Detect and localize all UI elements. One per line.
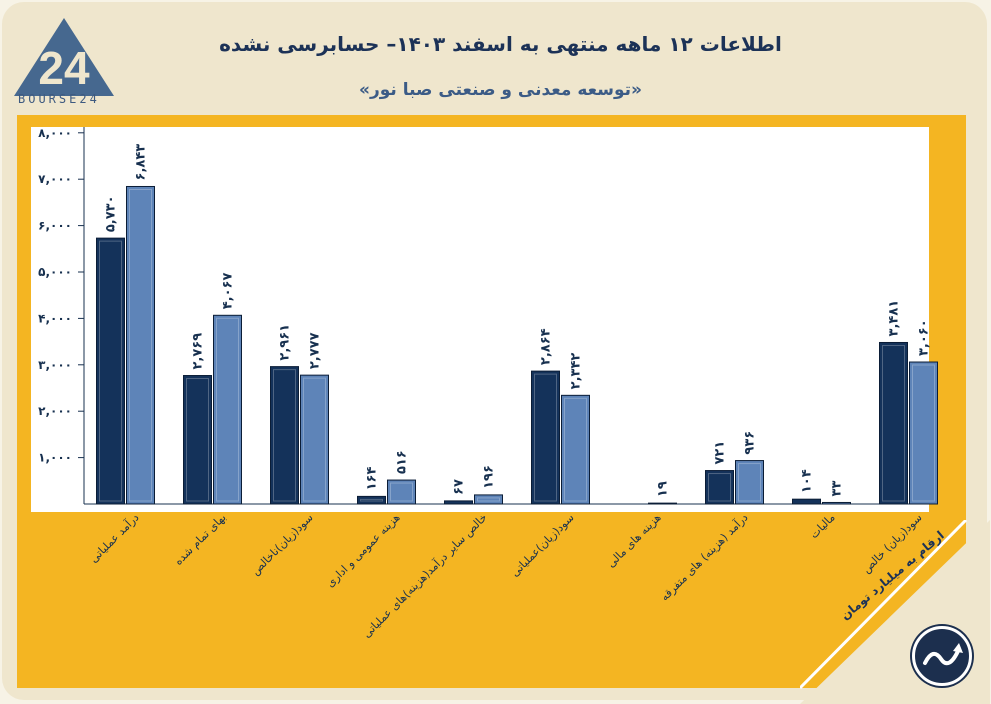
y-tick-label: ۸,۰۰۰ — [38, 126, 72, 140]
bar-highlight-series_2-5 — [564, 397, 587, 502]
data-label-series_2-5: ۲,۳۴۲ — [569, 353, 584, 390]
data-label-series_2-0: ۶,۸۴۳ — [134, 144, 149, 181]
x-tick-label: هزینه عمومی و اداری — [324, 511, 403, 590]
brand-name: BOURSE24 — [18, 92, 100, 106]
bar-series_1-0 — [96, 237, 125, 505]
data-label-series_1-0: ۵,۷۳۰ — [104, 195, 119, 232]
data-label-series_1-1: ۲,۷۶۹ — [191, 333, 206, 370]
bar-highlight-series_2-0 — [129, 188, 152, 502]
bar-series_2-0 — [126, 185, 155, 505]
bar-highlight-series_2-7 — [738, 463, 761, 502]
bar-series_2-3 — [387, 479, 416, 505]
x-tick-label: هزینه های مالی — [604, 511, 663, 570]
bar-highlight-series_2-2 — [303, 377, 326, 502]
data-label-series_2-4: ۱۹۶ — [482, 465, 497, 489]
data-label-series_2-3: ۵۱۶ — [395, 450, 410, 474]
data-label-series_1-5: ۲,۸۶۴ — [539, 328, 554, 365]
svg-text:24: 24 — [38, 42, 90, 94]
y-tick-label: ۲,۰۰۰ — [38, 404, 72, 418]
bar-highlight-series_2-4 — [477, 497, 500, 502]
data-label-series_2-9: ۳,۰۶۰ — [917, 319, 932, 356]
data-label-series_2-7: ۹۳۶ — [743, 431, 758, 455]
bar-series_1-8 — [792, 498, 821, 505]
y-tick-label: ۴,۰۰۰ — [38, 311, 72, 325]
plot-area — [31, 127, 929, 512]
bar-highlight-series_1-2 — [273, 369, 296, 502]
bar-highlight-series_1-7 — [708, 473, 731, 502]
bar-highlight-series_1-5 — [534, 373, 557, 502]
y-tick-label: ۱,۰۰۰ — [38, 451, 72, 465]
data-label-series_1-9: ۳,۴۸۱ — [887, 300, 902, 337]
y-tick-label: ۷,۰۰۰ — [38, 172, 72, 186]
bar-series_1-4 — [444, 500, 473, 505]
bar-series_2-1 — [213, 314, 242, 505]
bar-series_1-7 — [705, 470, 734, 505]
bar-highlight-series_2-3 — [390, 482, 413, 502]
y-tick-label: ۶,۰۰۰ — [38, 219, 72, 233]
data-label-series_1-8: ۱۰۴ — [800, 469, 815, 493]
bar-highlight-series_2-1 — [216, 317, 239, 502]
trend-logo-icon — [912, 626, 972, 686]
bar-series_1-9 — [879, 341, 908, 505]
x-tick-label: درآمد عملیاتی — [87, 510, 142, 565]
x-tick-label: درآمد (هزینه) های متفرقه — [657, 510, 750, 603]
data-label-series_2-8: ۳۳ — [830, 481, 845, 497]
data-label-series_1-2: ۲,۹۶۱ — [278, 324, 293, 361]
y-tick-label: ۳,۰۰۰ — [38, 358, 72, 372]
bar-highlight-series_1-3 — [360, 498, 383, 502]
bar-highlight-series_1-9 — [882, 344, 905, 502]
y-tick-label: ۵,۰۰۰ — [38, 265, 72, 279]
bar-highlight-series_2-9 — [912, 364, 935, 502]
bar-highlight-series_1-1 — [186, 378, 209, 502]
bar-highlight-series_1-0 — [99, 240, 122, 502]
bar-series_2-8 — [822, 501, 851, 505]
chart-title: اطلاعات ۱۲ ماهه منتهی به اسفند ۱۴۰۳– حسا… — [219, 32, 782, 56]
data-label-series_2-2: ۲,۷۷۷ — [308, 332, 323, 369]
bar-series_1-1 — [183, 375, 212, 505]
data-label-series_2-6: ۱۹ — [656, 481, 671, 497]
company-name: «توسعه معدنی و صنعتی صبا نور» — [359, 80, 642, 100]
data-label-series_2-1: ۴,۰۶۷ — [221, 273, 236, 310]
data-label-series_1-7: ۷۲۱ — [713, 441, 728, 465]
bar-series_2-7 — [735, 460, 764, 505]
bar-series_2-4 — [474, 494, 503, 505]
x-tick-label: سود(زیان)عملیاتی — [508, 511, 576, 579]
bar-series_1-2 — [270, 366, 299, 505]
x-tick-label: بهای تمام شده — [172, 511, 229, 568]
data-label-series_1-4: ۶۷ — [452, 479, 467, 495]
x-tick-label: سود(زیان)ناخالص — [249, 511, 316, 578]
data-label-series_1-3: ۱۶۴ — [365, 467, 380, 491]
bar-series_2-9 — [909, 361, 938, 505]
bar-series_2-2 — [300, 374, 329, 505]
bar-series_2-5 — [561, 394, 590, 505]
bourse24-logo: 24 — [14, 18, 114, 96]
bar-series_1-5 — [531, 370, 560, 505]
bar-series_2-6 — [648, 502, 677, 505]
bar-series_1-3 — [357, 495, 386, 505]
